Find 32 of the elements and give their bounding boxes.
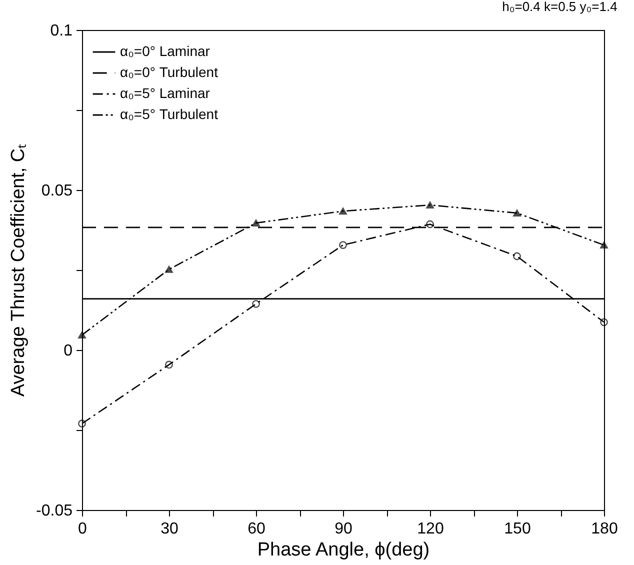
- y-tick-label: 0: [64, 342, 73, 360]
- y-tick-label: 0.05: [41, 182, 73, 200]
- point: [513, 210, 521, 217]
- x-tick-label: 180: [591, 520, 618, 538]
- chart-subtitle: h₀=0.4 k=0.5 y₀=1.4: [502, 0, 618, 14]
- point: [165, 266, 173, 273]
- y-tick-label: 0.1: [50, 22, 73, 40]
- point: [600, 242, 608, 249]
- y-tick-label: -0.05: [36, 502, 73, 520]
- point: [252, 300, 260, 308]
- point: [600, 318, 608, 326]
- x-tick-label: 150: [504, 520, 531, 538]
- x-tick-label: 60: [248, 520, 266, 538]
- point: [252, 219, 260, 226]
- x-tick-label: 0: [78, 520, 88, 538]
- point: [426, 202, 434, 209]
- legend-label: α₀=0° Turbulent: [120, 64, 218, 80]
- point: [339, 241, 347, 249]
- point: [78, 331, 86, 338]
- x-tick-label: 30: [160, 520, 178, 538]
- point: [426, 220, 434, 228]
- legend-label: α₀=5° Turbulent: [120, 106, 218, 122]
- y-axis-title: Average Thrust Coefficient, Cₜ: [8, 143, 30, 397]
- x-tick-label: 120: [417, 520, 444, 538]
- legend-label: α₀=0° Laminar: [120, 43, 210, 59]
- legend-label: α₀=5° Laminar: [120, 85, 210, 101]
- x-axis-title: Phase Angle, ϕ(deg): [257, 540, 430, 560]
- point: [165, 360, 173, 369]
- point: [78, 420, 86, 428]
- x-tick-label: 90: [334, 520, 352, 538]
- point: [339, 208, 347, 215]
- point: [513, 252, 521, 260]
